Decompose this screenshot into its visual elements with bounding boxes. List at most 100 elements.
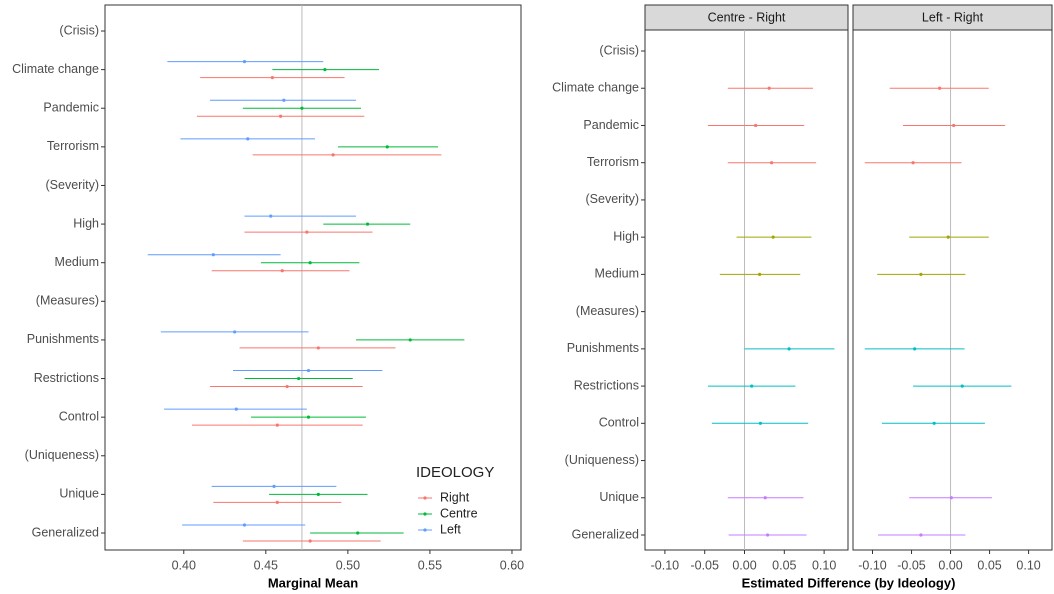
series-point [246,137,250,141]
series-point [280,269,284,273]
x-tick-label: -0.10 [858,558,887,572]
y-tick-label: Pandemic [583,118,639,132]
x-tick-label: 0.50 [336,558,360,572]
y-tick-label: Punishments [567,341,639,355]
y-tick-label: Control [59,409,99,423]
series-point [275,500,279,504]
series-point [408,338,412,342]
series-point [272,484,276,488]
facet-point [932,421,936,425]
series-point [234,407,238,411]
legend-swatch-dot [423,512,427,516]
facet-point [763,496,767,500]
series-point [211,253,215,257]
x-tick-label: 0.00 [732,558,756,572]
series-point [356,531,360,535]
x-tick-label: 0.40 [172,558,196,572]
series-point [297,376,301,381]
x-tick-label: 0.10 [1016,558,1040,572]
series-point [316,346,320,350]
y-tick-label: Punishments [27,332,99,346]
series-point [233,330,237,334]
y-tick-label: High [613,229,639,243]
legend-label: Centre [440,506,478,520]
series-point [316,492,320,496]
facet-point [769,161,774,165]
y-tick-label: (Severity) [586,192,639,206]
legend-label: Left [440,522,461,536]
y-tick-label: Control [599,416,639,430]
x-tick-label: -0.05 [897,558,926,572]
series-point [305,230,309,234]
series-point [306,368,311,373]
facet-point [758,272,762,276]
y-tick-label: High [73,216,99,230]
facet-point [771,235,775,239]
series-point [331,153,335,157]
facet-point [949,496,953,500]
facet-point [913,347,917,351]
y-tick-label: (Uniqueness) [565,453,639,467]
panel [644,29,849,551]
y-tick-label: (Measures) [576,304,639,318]
legend-swatch-dot [423,528,427,532]
series-point [285,384,289,389]
series-point [308,261,312,265]
series-point [269,214,273,218]
x-axis-title: Estimated Difference (by Ideology) [742,575,956,590]
y-tick-label: Restrictions [574,378,639,392]
strip-label: Centre - Right [708,10,786,24]
y-tick-label: Climate change [552,81,639,95]
series-point [365,222,370,226]
y-tick-label: (Crisis) [59,23,99,37]
y-tick-label: Medium [55,255,99,269]
y-tick-label: Medium [595,267,639,281]
x-tick-label: 0.05 [772,558,796,572]
series-point [270,76,274,80]
facet-point [911,161,915,165]
y-tick-label: Generalized [32,525,99,539]
y-tick-label: Unique [599,490,639,504]
legend-swatch-dot [423,496,427,500]
y-tick-label: Restrictions [34,371,99,385]
x-tick-label: 0.55 [418,558,442,572]
facet-point [938,86,942,90]
facet-point [765,533,770,537]
y-tick-label: (Crisis) [599,43,639,57]
panel [852,29,1053,551]
x-axis-title: Marginal Mean [268,575,358,590]
legend-title: IDEOLOGY [416,464,494,481]
facet-point [952,123,956,128]
series-point [308,539,312,543]
series-point [323,68,327,72]
strip [852,4,1053,31]
series-point [242,60,247,64]
facet-point [787,347,791,351]
facet-point [754,123,758,128]
facet-point [946,235,950,239]
legend-label: Right [440,490,470,504]
y-tick-label: Climate change [12,62,99,76]
x-tick-label: 0.45 [254,558,278,572]
y-tick-label: (Severity) [46,178,99,192]
y-tick-label: Terrorism [587,155,639,169]
y-tick-label: Unique [59,487,99,501]
series-point [275,423,279,427]
strip [644,4,849,31]
y-tick-label: (Uniqueness) [25,448,99,462]
series-point [306,415,311,419]
x-tick-label: 0.10 [812,558,836,572]
x-tick-label: 0.60 [500,558,524,572]
x-tick-label: -0.10 [651,558,680,572]
series-point [282,98,286,102]
facet-point [758,421,763,425]
series-point [278,114,283,118]
x-tick-label: 0.00 [938,558,962,572]
facet-point [919,272,923,276]
facet-point [750,384,754,388]
facet-point [767,86,771,90]
series-point [385,145,389,149]
y-tick-label: Generalized [572,527,639,541]
